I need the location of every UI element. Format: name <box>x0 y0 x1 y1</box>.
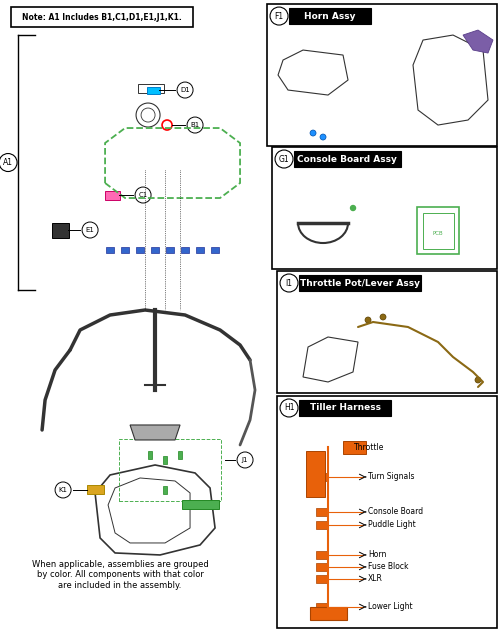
Text: Note: A1 Includes B1,C1,D1,E1,J1,K1.: Note: A1 Includes B1,C1,D1,E1,J1,K1. <box>22 13 182 22</box>
Circle shape <box>177 82 193 98</box>
FancyBboxPatch shape <box>52 223 68 237</box>
Text: XLR: XLR <box>368 575 383 584</box>
Text: Turn Signals: Turn Signals <box>368 472 414 482</box>
Polygon shape <box>178 451 182 459</box>
Text: A1: A1 <box>3 158 13 167</box>
Polygon shape <box>130 425 180 440</box>
FancyBboxPatch shape <box>316 473 328 481</box>
FancyBboxPatch shape <box>299 400 391 416</box>
FancyBboxPatch shape <box>182 501 218 510</box>
Text: D1: D1 <box>180 87 190 93</box>
FancyBboxPatch shape <box>316 563 328 571</box>
Text: H1: H1 <box>284 403 294 413</box>
Polygon shape <box>463 30 493 53</box>
FancyBboxPatch shape <box>196 247 204 253</box>
FancyBboxPatch shape <box>210 247 220 253</box>
Circle shape <box>187 117 203 133</box>
Circle shape <box>82 222 98 238</box>
FancyBboxPatch shape <box>299 275 421 291</box>
Polygon shape <box>163 456 167 464</box>
FancyBboxPatch shape <box>316 575 328 583</box>
Circle shape <box>55 482 71 498</box>
FancyBboxPatch shape <box>316 603 328 611</box>
Text: Horn: Horn <box>368 551 386 560</box>
Circle shape <box>365 317 371 323</box>
Circle shape <box>475 377 481 383</box>
Text: Console Board Assy: Console Board Assy <box>297 154 397 163</box>
Circle shape <box>380 314 386 320</box>
FancyBboxPatch shape <box>181 247 190 253</box>
Text: PCB: PCB <box>432 230 444 235</box>
FancyBboxPatch shape <box>316 521 328 529</box>
Text: Throttle: Throttle <box>354 444 384 453</box>
FancyBboxPatch shape <box>136 247 144 253</box>
FancyBboxPatch shape <box>277 271 497 393</box>
Text: When applicable, assemblies are grouped
by color. All components with that color: When applicable, assemblies are grouped … <box>32 560 208 590</box>
FancyBboxPatch shape <box>146 87 160 94</box>
Text: Fuse Block: Fuse Block <box>368 563 408 572</box>
FancyBboxPatch shape <box>106 247 114 253</box>
Circle shape <box>237 452 253 468</box>
Text: Throttle Pot/Lever Assy: Throttle Pot/Lever Assy <box>300 279 420 287</box>
FancyBboxPatch shape <box>422 213 454 249</box>
Text: K1: K1 <box>58 487 68 493</box>
Circle shape <box>280 274 298 292</box>
Circle shape <box>320 134 326 140</box>
Text: Horn Assy: Horn Assy <box>304 11 356 20</box>
FancyBboxPatch shape <box>316 551 328 560</box>
FancyBboxPatch shape <box>104 191 120 199</box>
FancyBboxPatch shape <box>294 151 401 167</box>
Text: Puddle Light: Puddle Light <box>368 520 416 529</box>
FancyBboxPatch shape <box>310 608 346 620</box>
FancyBboxPatch shape <box>151 247 160 253</box>
Polygon shape <box>163 486 167 494</box>
Circle shape <box>280 399 298 417</box>
Text: C1: C1 <box>138 192 147 198</box>
Text: Lower Light: Lower Light <box>368 603 412 611</box>
Circle shape <box>310 130 316 136</box>
Text: F1: F1 <box>274 11 283 20</box>
FancyBboxPatch shape <box>342 441 365 454</box>
FancyBboxPatch shape <box>417 207 459 254</box>
FancyBboxPatch shape <box>121 247 130 253</box>
FancyBboxPatch shape <box>277 396 497 628</box>
FancyBboxPatch shape <box>11 7 193 27</box>
FancyBboxPatch shape <box>138 84 164 92</box>
FancyBboxPatch shape <box>267 4 497 146</box>
Circle shape <box>270 7 288 25</box>
Text: J1: J1 <box>242 457 248 463</box>
FancyBboxPatch shape <box>306 451 324 498</box>
FancyBboxPatch shape <box>86 486 104 494</box>
FancyBboxPatch shape <box>289 8 371 24</box>
Circle shape <box>275 150 293 168</box>
Text: E1: E1 <box>86 227 94 233</box>
Text: Tiller Harness: Tiller Harness <box>310 403 380 413</box>
Text: B1: B1 <box>190 122 200 128</box>
FancyBboxPatch shape <box>166 247 174 253</box>
FancyBboxPatch shape <box>316 508 328 517</box>
Text: I1: I1 <box>286 279 292 287</box>
FancyBboxPatch shape <box>272 147 497 269</box>
Circle shape <box>135 187 151 203</box>
Polygon shape <box>148 451 152 459</box>
Circle shape <box>0 154 17 172</box>
Text: G1: G1 <box>278 154 289 163</box>
Circle shape <box>350 206 356 211</box>
Text: Console Board: Console Board <box>368 508 423 517</box>
